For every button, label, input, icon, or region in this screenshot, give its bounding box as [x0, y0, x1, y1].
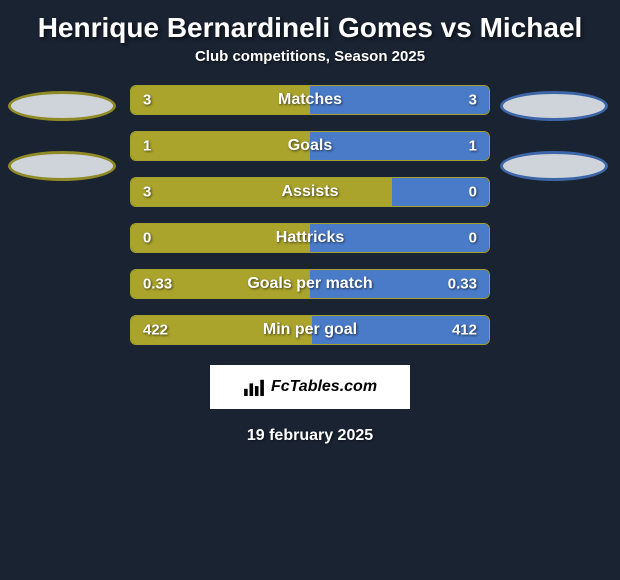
player1-value: 3	[143, 184, 151, 201]
player1-avatar	[8, 91, 116, 121]
footer-date: 19 february 2025	[0, 409, 620, 445]
player1-avatars-column	[8, 85, 120, 181]
player1-bar-segment	[131, 132, 310, 160]
stat-bar: 0 0 Hattricks	[130, 223, 490, 253]
player2-value: 1	[469, 138, 477, 155]
player2-avatar	[500, 151, 608, 181]
player1-bar-segment	[131, 178, 392, 206]
player2-bar-segment	[310, 132, 489, 160]
player2-avatars-column	[500, 85, 612, 181]
stat-label: Assists	[282, 183, 339, 201]
comparison-bars: 3 3 Matches 1 1 Goals 3 0 Assists 0 0 Hattricks 0.33…	[130, 85, 490, 345]
page-title: Henrique Bernardineli Gomes vs Michael	[0, 0, 620, 48]
watermark: FcTables.com	[210, 365, 410, 409]
comparison-infographic: Henrique Bernardineli Gomes vs Michael C…	[0, 0, 620, 445]
stat-label: Hattricks	[276, 229, 344, 247]
player1-value: 1	[143, 138, 151, 155]
player1-value: 0.33	[143, 276, 172, 293]
stat-bar: 1 1 Goals	[130, 131, 490, 161]
stat-bar: 3 3 Matches	[130, 85, 490, 115]
stat-bar: 3 0 Assists	[130, 177, 490, 207]
player2-value: 0.33	[448, 276, 477, 293]
player2-avatar	[500, 91, 608, 121]
chart-area: 3 3 Matches 1 1 Goals 3 0 Assists 0 0 Hattricks 0.33…	[0, 85, 620, 345]
page-subtitle: Club competitions, Season 2025	[0, 48, 620, 85]
player2-value: 3	[469, 92, 477, 109]
player2-value: 412	[452, 322, 477, 339]
stat-bar: 422 412 Min per goal	[130, 315, 490, 345]
stat-label: Matches	[278, 91, 342, 109]
player1-value: 422	[143, 322, 168, 339]
player1-value: 0	[143, 230, 151, 247]
watermark-text: FcTables.com	[271, 378, 377, 396]
stat-label: Goals	[288, 137, 332, 155]
player2-value: 0	[469, 230, 477, 247]
player2-value: 0	[469, 184, 477, 201]
stat-label: Min per goal	[263, 321, 357, 339]
stat-label: Goals per match	[247, 275, 372, 293]
chart-bars-icon	[243, 378, 265, 396]
stat-bar: 0.33 0.33 Goals per match	[130, 269, 490, 299]
player1-value: 3	[143, 92, 151, 109]
player1-avatar	[8, 151, 116, 181]
